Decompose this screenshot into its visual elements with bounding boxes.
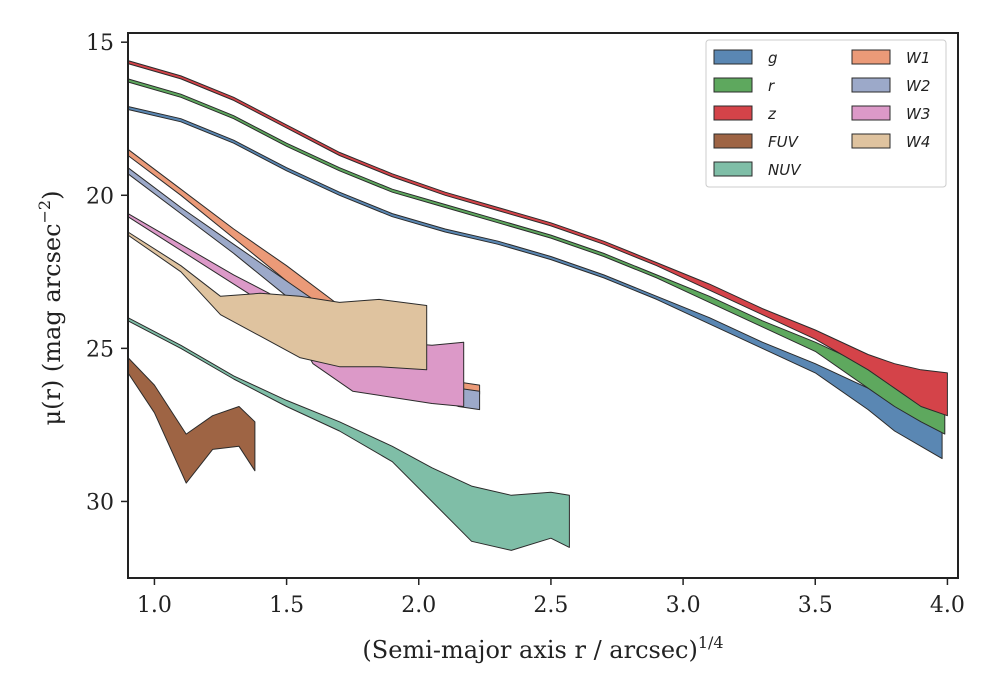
y-axis-label-superscript: −2	[35, 200, 54, 224]
x-tick-label: 3.0	[666, 593, 701, 618]
x-axis-ticks: 1.0 1.5 2.0 2.5 3.0 3.5 4.0	[137, 578, 965, 618]
legend-label-z: z	[767, 105, 777, 123]
series-band-nuv	[127, 317, 570, 551]
x-tick-label: 2.0	[401, 593, 436, 618]
series-band-w4	[127, 231, 428, 371]
series-band-g	[127, 106, 943, 460]
x-tick-label: 1.0	[137, 593, 172, 618]
x-axis-label-superscript: 1/4	[698, 633, 724, 652]
y-tick-label: 30	[86, 490, 114, 515]
legend-swatch-nuv	[713, 161, 753, 177]
legend-label-nuv: NUV	[768, 161, 802, 179]
y-tick-label: 25	[86, 337, 114, 362]
legend-label-w2: W2	[906, 77, 930, 95]
y-axis-label-close: )	[38, 191, 66, 200]
legend-swatch-w1	[851, 49, 891, 65]
series-band-z	[127, 60, 948, 417]
legend: grz FUV NUV W1 W2 W3 W4	[705, 39, 947, 188]
y-axis-ticks: 15 20 25 30	[86, 31, 128, 515]
x-axis-label-text: (Semi-major axis r / arcsec)	[362, 636, 697, 664]
x-tick-label: 4.0	[930, 593, 965, 618]
x-axis-label: (Semi-major axis r / arcsec)1/4	[362, 633, 723, 664]
legend-label-w3: W3	[906, 105, 930, 123]
legend-swatch-w4	[851, 133, 891, 149]
legend-label-w1: W1	[906, 49, 930, 67]
x-tick-label: 1.5	[269, 593, 304, 618]
legend-label-fuv: FUV	[768, 133, 800, 151]
y-tick-label: 20	[86, 184, 114, 209]
x-tick-label: 2.5	[533, 593, 568, 618]
y-axis-label-text: μ(r) (mag arcsec	[38, 223, 66, 425]
legend-label-r: r	[768, 77, 775, 95]
legend-label-g: g	[768, 49, 778, 67]
legend-label-w4: W4	[906, 133, 930, 151]
legend-swatch-g	[713, 49, 753, 65]
plot-frame	[127, 32, 959, 579]
legend-swatch-r	[713, 77, 753, 93]
x-tick-label: 3.5	[798, 593, 833, 618]
series-band-r	[127, 78, 946, 435]
series-layer	[127, 60, 948, 551]
legend-swatch-z	[713, 105, 753, 121]
legend-swatch-w2	[851, 77, 891, 93]
legend-swatch-w3	[851, 105, 891, 121]
legend-frame	[705, 39, 947, 188]
y-axis-label: μ(r) (mag arcsec−2)	[35, 191, 66, 426]
y-tick-label: 15	[86, 31, 114, 56]
legend-swatch-fuv	[713, 133, 753, 149]
series-band-fuv	[127, 357, 256, 484]
